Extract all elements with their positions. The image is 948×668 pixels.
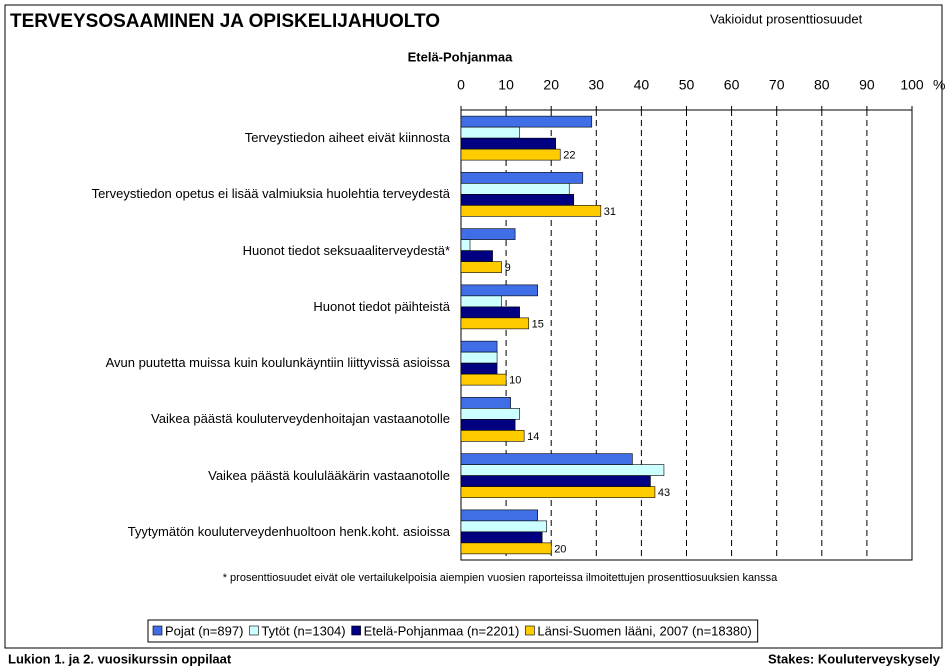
footnote: * prosenttiosuudet eivät ole vertailukel… bbox=[223, 572, 778, 584]
note-top: Vakioidut prosenttiosuudet bbox=[710, 11, 863, 26]
category-label: Terveystiedon opetus ei lisää valmiuksia… bbox=[91, 186, 450, 202]
bar bbox=[460, 205, 602, 217]
category-label: Vaikea päästä kouluterveydenhoitajan vas… bbox=[151, 411, 450, 427]
data-label: 15 bbox=[532, 318, 544, 330]
legend-swatch bbox=[152, 625, 163, 636]
category-label-box: Terveystiedon aiheet eivät kiinnosta bbox=[244, 130, 450, 146]
bar bbox=[460, 115, 593, 128]
category-label-box: Vaikea päästä kouluterveydenhoitajan vas… bbox=[151, 411, 450, 427]
bar bbox=[460, 430, 525, 442]
data-label: 22 bbox=[563, 150, 575, 162]
category-label-box: Huonot tiedot seksuaaliterveydestä* bbox=[242, 242, 450, 258]
bar bbox=[460, 194, 575, 206]
bar bbox=[460, 137, 557, 150]
bar bbox=[460, 239, 471, 251]
legend-swatch bbox=[351, 625, 361, 636]
bar bbox=[460, 486, 656, 498]
subtitle: Etelä-Pohjanmaa bbox=[408, 49, 514, 64]
x-tick-label: 90 bbox=[859, 77, 875, 93]
bar bbox=[460, 351, 498, 364]
footer-right: Stakes: Kouluterveyskysely bbox=[768, 651, 941, 666]
bar bbox=[460, 148, 561, 161]
bar bbox=[460, 250, 493, 262]
bar bbox=[460, 464, 665, 476]
x-tick-label: 80 bbox=[814, 77, 830, 93]
legend-label: Etelä-Pohjanmaa (n=2201) bbox=[364, 623, 520, 638]
x-tick-label: 70 bbox=[769, 77, 785, 93]
x-tick-label: 60 bbox=[724, 77, 740, 93]
bar bbox=[460, 408, 520, 420]
bar bbox=[460, 183, 570, 195]
category-label: Tyytymätön kouluterveydenhuoltoon henk.k… bbox=[127, 523, 450, 539]
category-label-box: Avun puutetta muissa kuin koulunkäyntiin… bbox=[105, 355, 450, 371]
bar bbox=[460, 531, 543, 544]
legend-swatch bbox=[249, 625, 259, 636]
legend-box bbox=[147, 619, 759, 643]
x-tick-label: 100 bbox=[900, 77, 924, 93]
bar bbox=[460, 228, 516, 240]
legend-label: Pojat (n=897) bbox=[165, 623, 243, 638]
bar bbox=[460, 509, 538, 522]
data-label: 43 bbox=[658, 487, 670, 499]
category-label: Terveystiedon aiheet eivät kiinnosta bbox=[244, 130, 450, 146]
bar bbox=[460, 284, 538, 297]
legend-label: Tytöt (n=1304) bbox=[261, 623, 345, 638]
legend-swatch bbox=[525, 625, 535, 636]
category-label-box: Terveystiedon opetus ei lisää valmiuksia… bbox=[91, 186, 450, 202]
data-label: 20 bbox=[554, 543, 566, 555]
footer-left: Lukion 1. ja 2. vuosikurssin oppilaat bbox=[8, 651, 232, 666]
bar bbox=[460, 340, 498, 353]
bar bbox=[460, 261, 502, 273]
bar bbox=[460, 419, 516, 431]
x-tick-label: 20 bbox=[543, 77, 559, 93]
data-label: 31 bbox=[604, 206, 616, 218]
x-tick-label: 10 bbox=[498, 77, 514, 93]
bar bbox=[460, 362, 498, 375]
bar bbox=[460, 542, 552, 555]
legend-label: Länsi-Suomen lääni, 2007 (n=18380) bbox=[537, 623, 751, 638]
bar bbox=[460, 475, 651, 487]
bar bbox=[460, 295, 502, 308]
data-label: 10 bbox=[509, 375, 521, 387]
bar bbox=[460, 172, 584, 184]
chart-title: TERVEYSOSAAMINEN JA OPISKELIJAHUOLTO bbox=[10, 11, 440, 32]
category-label: Huonot tiedot päihteistä bbox=[313, 298, 450, 314]
category-label-box: Vaikea päästä koululääkärin vastaanotoll… bbox=[208, 467, 450, 483]
bar bbox=[460, 126, 520, 139]
x-tick-label: 40 bbox=[634, 77, 650, 93]
data-label: 9 bbox=[505, 262, 511, 274]
category-label-box: Tyytymätön kouluterveydenhuoltoon henk.k… bbox=[127, 523, 450, 539]
bar bbox=[460, 317, 529, 330]
category-label: Huonot tiedot seksuaaliterveydestä* bbox=[242, 242, 450, 258]
bar bbox=[460, 306, 520, 319]
x-tick-label: 50 bbox=[679, 77, 695, 93]
x-unit: % bbox=[933, 77, 945, 93]
x-tick-label: 0 bbox=[457, 77, 465, 93]
category-label-box: Huonot tiedot päihteistä bbox=[313, 298, 450, 314]
bar bbox=[460, 520, 547, 533]
bar bbox=[460, 397, 511, 409]
x-tick-label: 30 bbox=[589, 77, 605, 93]
bar bbox=[460, 453, 633, 465]
data-label: 14 bbox=[527, 431, 539, 443]
category-label: Avun puutetta muissa kuin koulunkäyntiin… bbox=[105, 355, 450, 371]
bar bbox=[460, 373, 507, 386]
category-label: Vaikea päästä koululääkärin vastaanotoll… bbox=[208, 467, 450, 483]
